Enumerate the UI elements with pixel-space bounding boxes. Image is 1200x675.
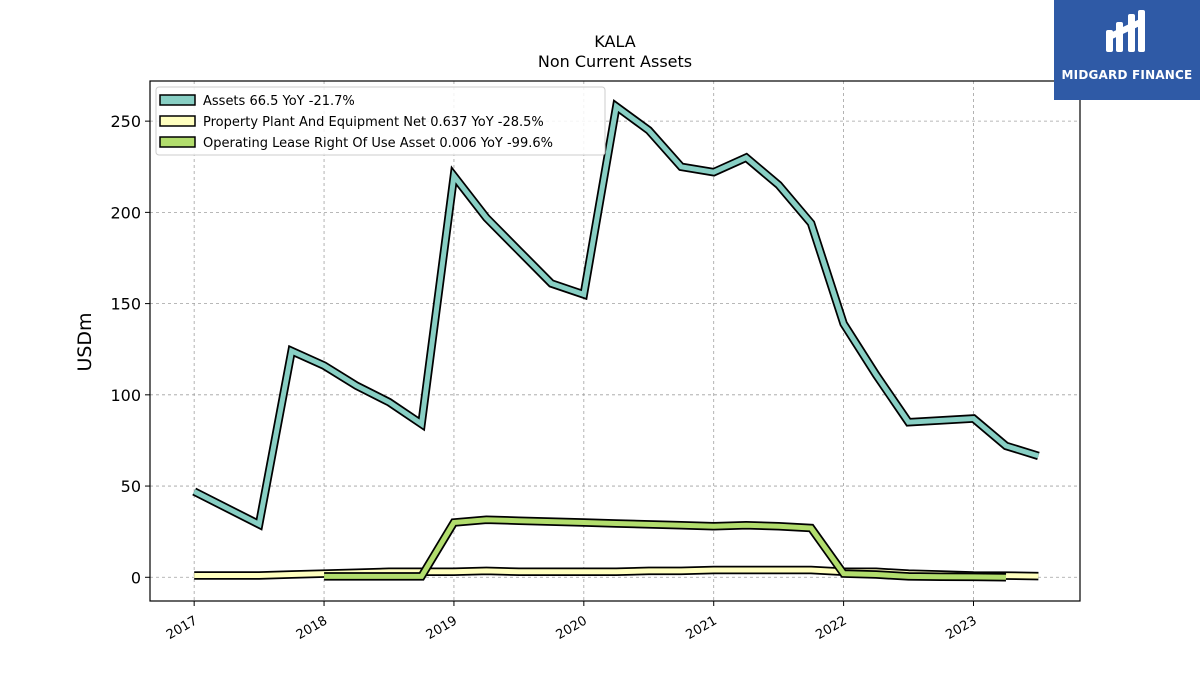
series-1: [192, 99, 1040, 531]
grid-lines: [150, 81, 1080, 601]
logo-text: MIDGARD FINANCE: [1061, 68, 1193, 82]
y-tick-label: 200: [110, 203, 141, 222]
x-tick-label: 2023: [943, 613, 979, 643]
x-tick-label: 2022: [813, 613, 849, 643]
y-tick-label: 250: [110, 112, 141, 131]
series-line: [193, 102, 1040, 529]
y-tick-label: 100: [110, 386, 141, 405]
midgard-logo-icon: [1106, 10, 1145, 52]
series-line: [324, 517, 1007, 580]
legend-label: Operating Lease Right Of Use Asset 0.006…: [203, 136, 553, 151]
chart-subtitle: Non Current Assets: [537, 52, 693, 71]
x-tick-label: 2019: [424, 613, 460, 643]
legend-swatch: [159, 94, 196, 106]
x-tick-label: 2020: [554, 613, 590, 643]
series-3: [324, 515, 1007, 582]
series-lines: [192, 99, 1040, 582]
brand-logo: MIDGARD FINANCE: [1054, 0, 1200, 100]
legend-swatch: [159, 136, 196, 148]
y-tick-label: 0: [131, 568, 141, 587]
series-line-outline: [192, 99, 1040, 531]
x-tick-label: 2017: [164, 613, 200, 643]
legend-swatch: [159, 115, 196, 127]
legend-label: Assets 66.5 YoY -21.7%: [203, 94, 355, 109]
x-tick-label: 2018: [294, 613, 330, 643]
plot-frame: [149, 80, 1081, 602]
y-axis-label: USDm: [74, 312, 96, 371]
axis-ticks: 0 50 100 150 200 250 2017 2018 2019 2020 2021 2022 2…: [110, 112, 979, 643]
chart-title: KALA: [594, 32, 636, 51]
x-tick-label: 2021: [684, 613, 720, 643]
legend-box: [155, 86, 606, 156]
y-tick-label: 50: [121, 477, 141, 496]
legend-label: Property Plant And Equipment Net 0.637 Y…: [203, 115, 544, 130]
y-tick-label: 150: [110, 295, 141, 314]
legend: Assets 66.5 YoY -21.7% Property Plant And…: [155, 86, 606, 156]
